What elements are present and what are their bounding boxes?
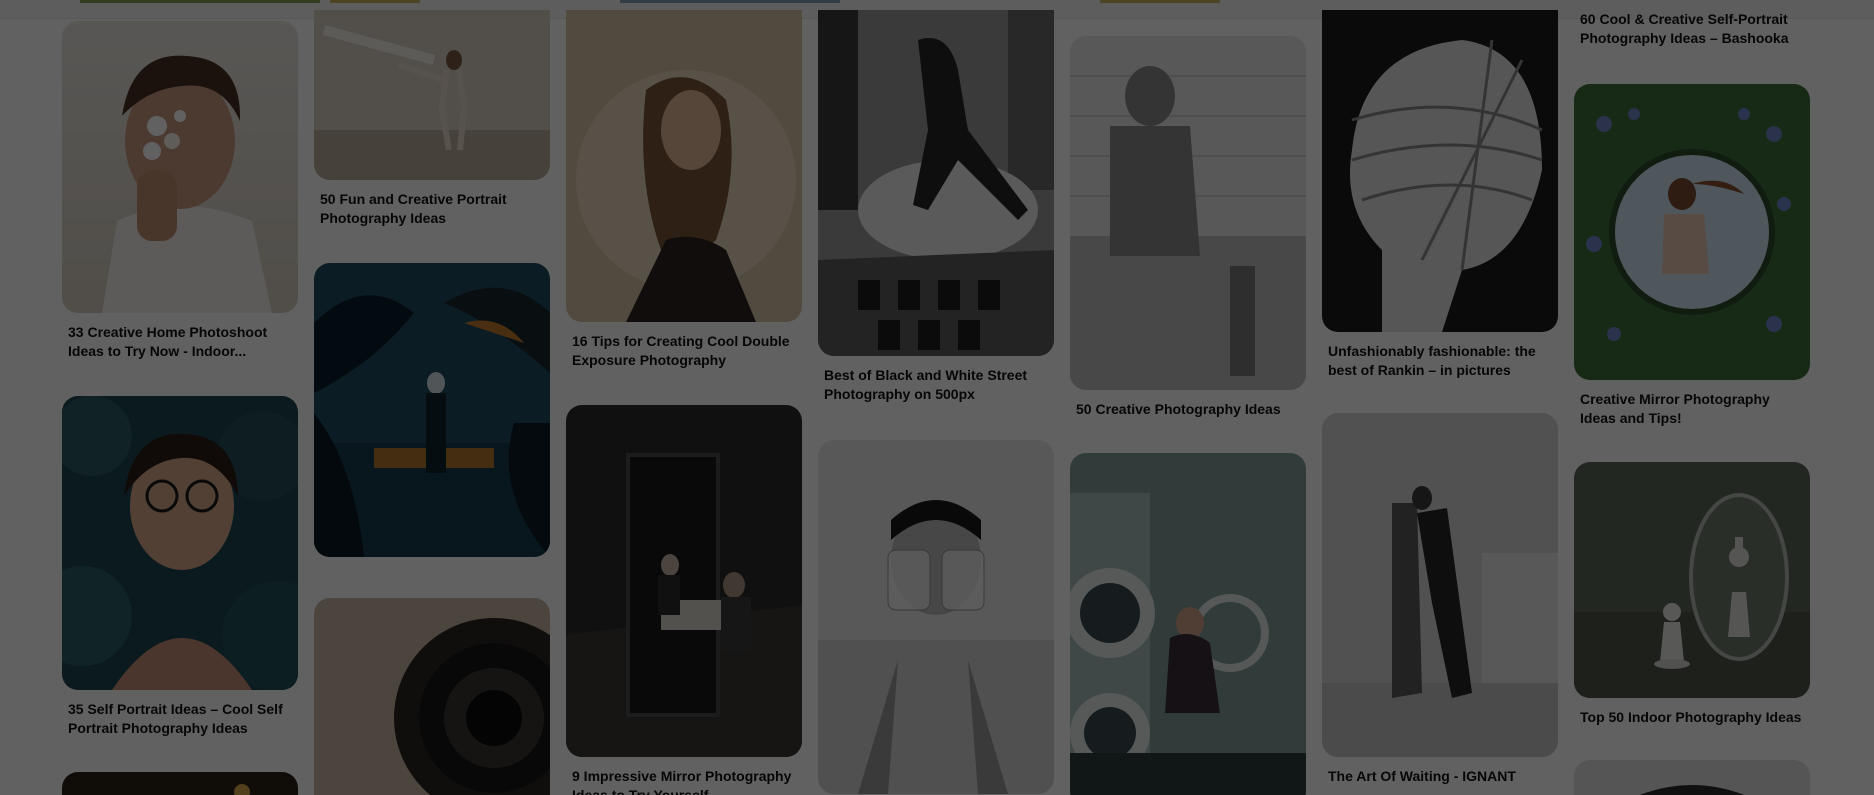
pinterest-feed-page: 33 Creative Home Photoshoot Ideas to Try…: [0, 0, 1874, 795]
modal-backdrop-overlay[interactable]: [0, 0, 1874, 795]
